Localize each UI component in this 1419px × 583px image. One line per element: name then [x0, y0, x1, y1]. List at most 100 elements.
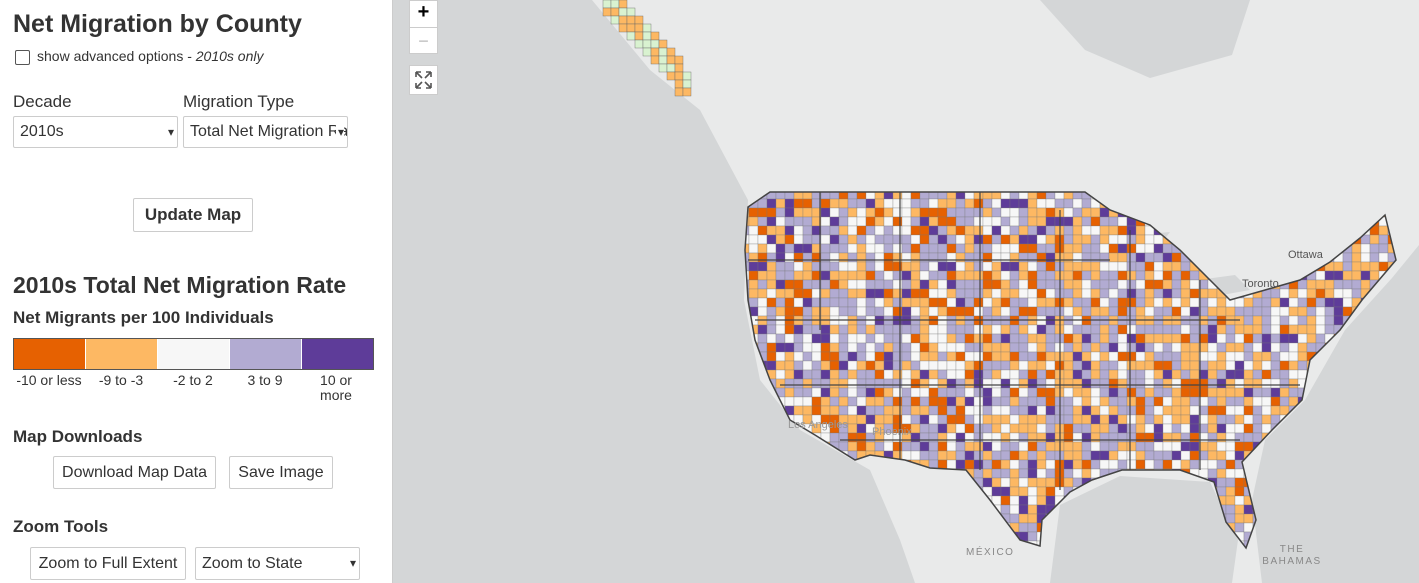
county[interactable]: [838, 270, 849, 281]
county[interactable]: [955, 369, 966, 380]
county[interactable]: [1243, 351, 1254, 362]
county[interactable]: [838, 396, 849, 407]
county[interactable]: [874, 279, 885, 290]
county[interactable]: [1090, 288, 1101, 299]
county[interactable]: [838, 198, 849, 209]
county[interactable]: [973, 414, 984, 425]
county[interactable]: [1027, 504, 1038, 515]
county[interactable]: [1045, 414, 1056, 425]
county[interactable]: [1018, 297, 1029, 308]
county[interactable]: [1351, 279, 1362, 290]
county[interactable]: [1315, 315, 1326, 326]
county[interactable]: [919, 261, 930, 272]
county[interactable]: [982, 261, 993, 272]
county[interactable]: [1135, 414, 1146, 425]
county[interactable]: [982, 225, 993, 236]
county[interactable]: [1144, 405, 1155, 416]
county[interactable]: [1378, 252, 1389, 263]
county[interactable]: [1018, 477, 1029, 488]
county[interactable]: [937, 216, 948, 227]
county[interactable]: [1306, 315, 1317, 326]
county[interactable]: [775, 342, 786, 353]
county[interactable]: [1144, 234, 1155, 245]
county[interactable]: [1009, 360, 1020, 371]
county[interactable]: [1252, 333, 1263, 344]
county[interactable]: [1270, 324, 1281, 335]
county[interactable]: [1360, 279, 1371, 290]
county[interactable]: [1000, 360, 1011, 371]
county[interactable]: [991, 342, 1002, 353]
county[interactable]: [1018, 351, 1029, 362]
county[interactable]: [1297, 279, 1308, 290]
county[interactable]: [757, 234, 768, 245]
county[interactable]: [748, 225, 759, 236]
county[interactable]: [1117, 396, 1128, 407]
county[interactable]: [1126, 342, 1137, 353]
county[interactable]: [856, 297, 867, 308]
county[interactable]: [982, 477, 993, 488]
county[interactable]: [937, 432, 948, 443]
county[interactable]: [1189, 387, 1200, 398]
county[interactable]: [1018, 288, 1029, 299]
county[interactable]: [766, 252, 777, 263]
county[interactable]: [829, 306, 840, 317]
county[interactable]: [1369, 261, 1380, 272]
county[interactable]: [1018, 459, 1029, 470]
county[interactable]: [1099, 207, 1110, 218]
county[interactable]: [883, 279, 894, 290]
county[interactable]: [1189, 333, 1200, 344]
county[interactable]: [1090, 252, 1101, 263]
county[interactable]: [856, 369, 867, 380]
county[interactable]: [1225, 351, 1236, 362]
county[interactable]: [874, 234, 885, 245]
county[interactable]: [1108, 450, 1119, 461]
county[interactable]: [1162, 360, 1173, 371]
county[interactable]: [1135, 306, 1146, 317]
county[interactable]: [1099, 333, 1110, 344]
county[interactable]: [1027, 342, 1038, 353]
county[interactable]: [757, 270, 768, 281]
county[interactable]: [973, 360, 984, 371]
county[interactable]: [1126, 360, 1137, 371]
county[interactable]: [874, 333, 885, 344]
county[interactable]: [991, 279, 1002, 290]
county[interactable]: [955, 324, 966, 335]
county[interactable]: [1099, 225, 1110, 236]
county[interactable]: [775, 225, 786, 236]
alaska-counties[interactable]: [602, 0, 692, 97]
county[interactable]: [946, 405, 957, 416]
county[interactable]: [1081, 441, 1092, 452]
county[interactable]: [1063, 333, 1074, 344]
county[interactable]: [838, 243, 849, 254]
county[interactable]: [1189, 378, 1200, 389]
county[interactable]: [1108, 351, 1119, 362]
county[interactable]: [928, 306, 939, 317]
county[interactable]: [1000, 252, 1011, 263]
county[interactable]: [946, 441, 957, 452]
county[interactable]: [1342, 288, 1353, 299]
county[interactable]: [1252, 405, 1263, 416]
county[interactable]: [1153, 360, 1164, 371]
county[interactable]: [1018, 342, 1029, 353]
county[interactable]: [766, 297, 777, 308]
county[interactable]: [946, 279, 957, 290]
county[interactable]: [1018, 216, 1029, 227]
county[interactable]: [1036, 387, 1047, 398]
county[interactable]: [1261, 414, 1272, 425]
county[interactable]: [955, 288, 966, 299]
county[interactable]: [1072, 324, 1083, 335]
county[interactable]: [1000, 234, 1011, 245]
county[interactable]: [658, 47, 668, 57]
county[interactable]: [1099, 279, 1110, 290]
county[interactable]: [874, 207, 885, 218]
county[interactable]: [1180, 288, 1191, 299]
county[interactable]: [784, 225, 795, 236]
county[interactable]: [847, 405, 858, 416]
county[interactable]: [626, 15, 636, 25]
county[interactable]: [1018, 225, 1029, 236]
county[interactable]: [1333, 279, 1344, 290]
county[interactable]: [793, 342, 804, 353]
county[interactable]: [626, 31, 636, 41]
county[interactable]: [1072, 441, 1083, 452]
county[interactable]: [674, 79, 684, 89]
